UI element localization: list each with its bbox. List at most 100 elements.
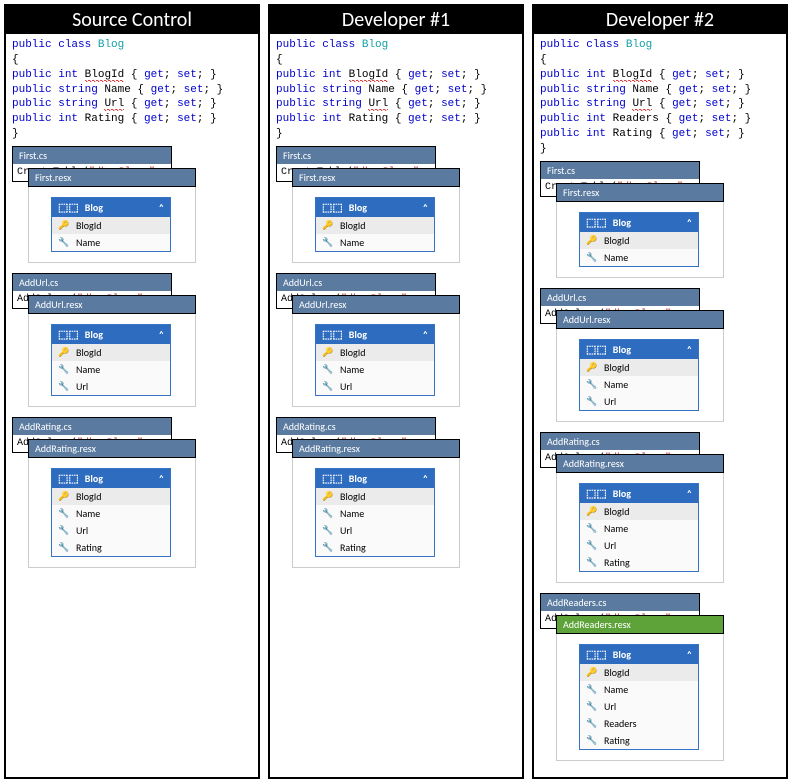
wrench-icon: 🔧 — [586, 523, 598, 534]
field-name: BlogId — [604, 666, 630, 679]
resx-body: ⬚⬚Blog˄🔑BlogId🔧Name — [292, 187, 460, 263]
cs-filename: First.cs — [277, 147, 435, 164]
migration: AddUrl.csAddColumn("dbo.Blogs"AddUrl.res… — [540, 288, 780, 422]
cs-filename: AddReaders.cs — [541, 594, 699, 611]
table-name: Blog — [85, 201, 103, 214]
resx-body: ⬚⬚Blog˄🔑BlogId🔧Name🔧Url🔧Rating — [292, 458, 460, 568]
migration: AddUrl.csAddColumn("dbo.Blogs"AddUrl.res… — [276, 273, 516, 407]
table-row: 🔧Name — [580, 520, 698, 537]
table-name: Blog — [85, 328, 103, 341]
table-name: Blog — [613, 216, 631, 229]
table-row: 🔑BlogId — [52, 344, 170, 361]
key-icon: 🔑 — [586, 362, 598, 373]
field-name: BlogId — [604, 234, 630, 247]
resx-file: First.resx⬚⬚Blog˄🔑BlogId🔧Name — [556, 183, 724, 278]
table-row: 🔑 BlogId — [580, 232, 698, 249]
column: Developer #2public class Blog{ public in… — [532, 4, 788, 779]
cs-filename: First.cs — [13, 147, 171, 164]
resx-file: First.resx⬚⬚Blog˄🔑BlogId🔧Name — [292, 168, 460, 263]
wrench-icon: 🔧 — [586, 557, 598, 568]
table-row: 🔧Url — [316, 378, 434, 395]
table-name: Blog — [349, 201, 367, 214]
field-name: Url — [340, 380, 352, 393]
resx-body: ⬚⬚Blog˄🔑BlogId🔧Name🔧Url🔧Rating — [28, 458, 196, 568]
cs-filename: AddRating.cs — [277, 418, 435, 435]
resx-filename: AddUrl.resx — [292, 295, 460, 314]
wrench-icon: 🔧 — [322, 525, 334, 536]
wrench-icon: 🔧 — [58, 508, 70, 519]
key-icon: 🔑 — [586, 667, 598, 678]
resx-body: ⬚⬚Blog˄🔑BlogId🔧Name🔧Url — [292, 314, 460, 407]
resx-filename: AddUrl.resx — [556, 310, 724, 329]
key-icon: 🔑 — [322, 220, 334, 231]
table-row: 🔧Url — [580, 393, 698, 410]
field-name: BlogId — [340, 490, 366, 503]
wrench-icon: 🔧 — [586, 735, 598, 746]
wrench-icon: 🔧 — [322, 364, 334, 375]
migration: AddRating.csAddColumn("dbo.Blogs"AddRati… — [276, 417, 516, 568]
schema-table: ⬚⬚Blog˄🔑BlogId🔧Name🔧Url — [315, 324, 435, 396]
table-row: 🔧Name — [316, 505, 434, 522]
resx-filename: AddUrl.resx — [28, 295, 196, 314]
table-icon: ⬚⬚ — [322, 472, 343, 485]
cs-filename: AddUrl.cs — [277, 274, 435, 291]
table-row: 🔑BlogId — [316, 488, 434, 505]
field-name: Rating — [76, 541, 102, 554]
migration: First.csCreateTable("dbo.Blogs"First.res… — [540, 161, 780, 278]
key-icon: 🔑 — [58, 491, 70, 502]
field-name: Url — [604, 539, 616, 552]
table-icon: ⬚⬚ — [586, 343, 607, 356]
table-row: 🔑 BlogId — [52, 488, 170, 505]
field-name: Name — [76, 236, 100, 249]
table-icon: ⬚⬚ — [322, 328, 343, 341]
schema-table: ⬚⬚Blog˄🔑BlogId🔧Name — [315, 197, 435, 252]
table-icon: ⬚⬚ — [586, 648, 607, 661]
field-name: Name — [340, 363, 364, 376]
cs-filename: First.cs — [541, 162, 699, 179]
migration: AddRating.csAddColumn("dbo.Blogs"AddRati… — [12, 417, 252, 568]
migrations-list: First.csCreateTable("dbo.Blogs"First.res… — [6, 146, 258, 584]
field-name: BlogId — [76, 490, 102, 503]
field-name: BlogId — [76, 219, 102, 232]
code-block: public class Blog{ public int BlogId { g… — [534, 34, 786, 161]
table-icon: ⬚⬚ — [322, 201, 343, 214]
resx-file: AddUrl.resx⬚⬚Blog˄🔑BlogId🔧Name🔧Url — [556, 310, 724, 422]
table-icon: ⬚⬚ — [586, 487, 607, 500]
migration: AddReaders.csAddColumn("dbo.Blogs"AddRea… — [540, 593, 780, 761]
field-name: Name — [340, 236, 364, 249]
table-name: Blog — [85, 472, 103, 485]
field-name: Rating — [340, 541, 366, 554]
cs-filename: AddUrl.cs — [541, 289, 699, 306]
schema-table: ⬚⬚Blog˄🔑BlogId🔧Name🔧Url🔧Rating — [579, 483, 699, 572]
table-name: Blog — [613, 343, 631, 356]
cs-filename: AddRating.cs — [13, 418, 171, 435]
resx-file: AddRating.resx⬚⬚Blog˄🔑BlogId🔧Name🔧Url🔧Ra… — [556, 454, 724, 583]
field-name: Rating — [604, 734, 630, 747]
wrench-icon: 🔧 — [322, 542, 334, 553]
field-name: Url — [604, 700, 616, 713]
table-row: 🔧 Url — [316, 522, 434, 539]
table-icon: ⬚⬚ — [58, 328, 79, 341]
resx-file: AddRating.resx⬚⬚Blog˄🔑BlogId🔧Name🔧Url🔧Ra… — [28, 439, 196, 568]
table-row: 🔧Rating — [52, 539, 170, 556]
table-row: 🔧Rating — [580, 554, 698, 571]
schema-table: ⬚⬚Blog˄🔑BlogId🔧Name — [51, 197, 171, 252]
chevron-up-icon: ˄ — [687, 487, 692, 500]
field-name: Url — [340, 524, 352, 537]
resx-file: AddRating.resx⬚⬚Blog˄🔑BlogId🔧Name🔧Url🔧Ra… — [292, 439, 460, 568]
code-block: public class Blog{ public int BlogId { g… — [270, 34, 522, 146]
table-row: 🔧Readers — [580, 715, 698, 732]
schema-table: ⬚⬚Blog˄🔑BlogId🔧Name🔧Url — [579, 339, 699, 411]
field-name: Name — [76, 507, 100, 520]
wrench-icon: 🔧 — [58, 237, 70, 248]
resx-filename: First.resx — [292, 168, 460, 187]
column: Developer #1public class Blog{ public in… — [268, 4, 524, 779]
table-name: Blog — [349, 472, 367, 485]
field-name: Url — [604, 395, 616, 408]
key-icon: 🔑 — [586, 235, 598, 246]
resx-file: AddUrl.resx⬚⬚Blog˄🔑BlogId🔧Name🔧Url — [28, 295, 196, 407]
cs-filename: AddUrl.cs — [13, 274, 171, 291]
key-icon: 🔑 — [322, 347, 334, 358]
table-row: 🔧Name — [580, 376, 698, 393]
field-name: Readers — [604, 717, 636, 730]
